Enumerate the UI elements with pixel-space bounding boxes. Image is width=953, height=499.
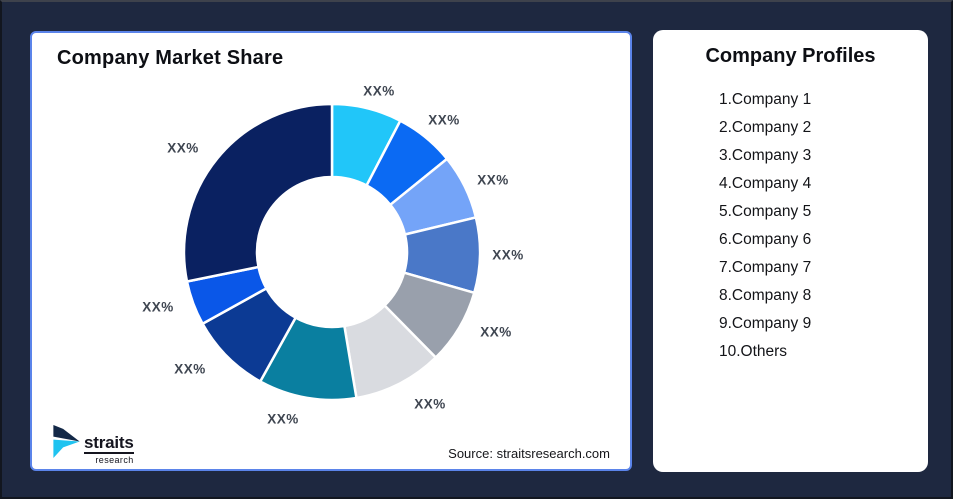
- slice-label-7: XX%: [267, 412, 299, 427]
- logo-wordmark: straits: [84, 433, 134, 454]
- list-item: 9.Company 9: [719, 315, 812, 332]
- slice-label-10: XX%: [167, 141, 199, 156]
- slice-label-3: XX%: [477, 173, 509, 188]
- slice-label-9: XX%: [142, 300, 174, 315]
- slice-label-6: XX%: [414, 397, 446, 412]
- list-item: 3.Company 3: [719, 147, 812, 164]
- slice-label-1: XX%: [363, 84, 395, 99]
- chart-title: Company Market Share: [57, 47, 284, 69]
- list-item: 5.Company 5: [719, 203, 812, 220]
- list-item: 2.Company 2: [719, 119, 812, 136]
- straits-logo-icon: [53, 425, 80, 459]
- slice-label-4: XX%: [492, 248, 524, 263]
- company-profiles-card: Company Profiles 1.Company 1 2.Company 2…: [653, 30, 928, 472]
- source-text: Source: straitsresearch.com: [448, 446, 610, 461]
- list-item: 7.Company 7: [719, 259, 812, 276]
- slice-label-5: XX%: [480, 325, 512, 340]
- logo-subtitle: research: [95, 455, 134, 465]
- market-share-card: Company Market Share XX% XX% XX% XX% XX% XX% X…: [30, 31, 632, 471]
- straits-logo-text: straits research: [84, 434, 134, 465]
- profiles-title: Company Profiles: [705, 45, 876, 67]
- list-item: 6.Company 6: [719, 231, 812, 248]
- company-profiles-list: 1.Company 1 2.Company 2 3.Company 3 4.Co…: [719, 86, 811, 366]
- donut-chart: XX% XX% XX% XX% XX% XX% XX% XX% XX% XX%: [142, 84, 524, 427]
- list-item: 4.Company 4: [719, 175, 812, 192]
- slice-label-2: XX%: [428, 113, 460, 128]
- donut-segment-10: [182, 102, 334, 283]
- straits-logo: straits research: [53, 425, 134, 465]
- slice-label-8: XX%: [174, 362, 206, 377]
- list-item: 10.Others: [719, 343, 788, 360]
- list-item: 8.Company 8: [719, 287, 812, 304]
- list-item: 1.Company 1: [719, 91, 812, 108]
